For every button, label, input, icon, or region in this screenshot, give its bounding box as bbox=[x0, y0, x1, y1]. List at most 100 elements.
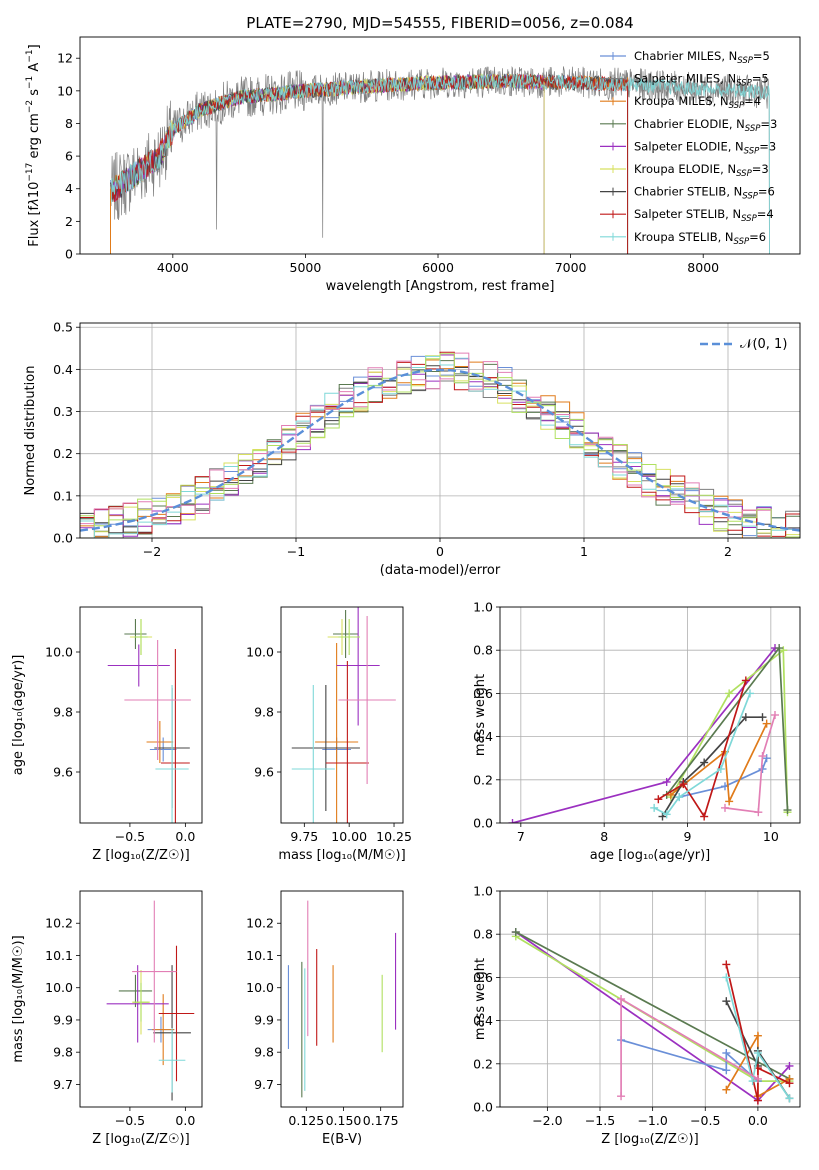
axes-weight_Z: −2.0 −1.5 −1.0 −0.5 0.0 0.0 0.2 0.4 0.6 0.8 1.0 Z [… bbox=[473, 884, 801, 1147]
y-tick-label: 9.7 bbox=[254, 1077, 274, 1092]
normal-curve bbox=[80, 368, 800, 532]
legend-sub: SSP bbox=[742, 192, 758, 202]
y-tick-label: 9.6 bbox=[53, 765, 73, 780]
y-tick-label: 9.9 bbox=[53, 1012, 73, 1027]
y-tick-label: 10.0 bbox=[45, 980, 73, 995]
y-tick-label: 10.0 bbox=[246, 980, 274, 995]
axes-weight_age: 7 8 9 10 0.0 0.2 0.4 0.6 0.8 1.0 age [log₁₀(age/yr… bbox=[473, 600, 801, 863]
y-tick-label: 10.0 bbox=[246, 645, 274, 660]
axes-frame bbox=[280, 890, 404, 1108]
residual-histogram bbox=[80, 353, 800, 538]
y-tick-label: 0.2 bbox=[473, 1056, 493, 1071]
legend-suffix: =5 bbox=[753, 49, 770, 63]
legend-entry: Kroupa ELODIE, NSSP=3 bbox=[634, 162, 769, 179]
legend-entry: Chabrier STELIB, NSSP=6 bbox=[634, 185, 775, 202]
y-tick-label: 9.6 bbox=[254, 765, 274, 780]
y-tick-label: 9.8 bbox=[254, 705, 274, 720]
y-tick-label: 0.3 bbox=[53, 404, 73, 419]
x-tick-label: 4000 bbox=[157, 260, 189, 275]
y-tick-label: 0.0 bbox=[473, 1100, 493, 1115]
x-tick-label: −1.5 bbox=[585, 1113, 615, 1128]
axes-mass_Z: −0.5 0.0 9.7 9.8 9.9 10.0 10.1 10.2 Z [log₁₀(Z/Z… bbox=[11, 890, 203, 1147]
weight-series-line bbox=[679, 757, 768, 798]
legend-suffix: =3 bbox=[752, 162, 769, 176]
x-tick-label: 7000 bbox=[555, 260, 587, 275]
y-tick-label: 9.9 bbox=[254, 1012, 274, 1027]
x-tick-label: 10.00 bbox=[331, 829, 367, 844]
y-tick-label: 0.0 bbox=[473, 816, 493, 831]
x-axis-label: Z [log₁₀(Z/Z☉)] bbox=[92, 1132, 189, 1147]
y-tick-label: 12 bbox=[57, 51, 73, 66]
plot-area-residuals bbox=[80, 323, 800, 538]
x-tick-label: 8000 bbox=[687, 260, 719, 275]
y-tick-label: 9.8 bbox=[53, 705, 73, 720]
plot-area-weight_age bbox=[500, 607, 800, 823]
plot-area-weight_Z bbox=[500, 891, 800, 1107]
legend-suffix: =4 bbox=[757, 207, 774, 221]
axes-age_mass: 9.75 10.00 10.25 9.6 9.8 10.0 mass [log₁₀(M/M☉… bbox=[246, 606, 412, 863]
axes-spectrum: 4000 5000 6000 7000 8000 0 2 4 6 8 10 12 wavelength … bbox=[25, 36, 801, 294]
x-tick-label: 8 bbox=[600, 829, 608, 844]
y-tick-label: 8 bbox=[65, 116, 73, 131]
legend-suffix: =3 bbox=[759, 139, 776, 153]
y-axis-label: Normed distribution bbox=[23, 366, 38, 496]
y-axis-label: Flux [fλ10−17 erg cm−2 s−1 A−1] bbox=[25, 44, 42, 246]
x-tick-label: 10.25 bbox=[376, 829, 412, 844]
y-tick-label: 0.2 bbox=[53, 446, 73, 461]
plot-area-mass_ebv bbox=[287, 900, 397, 1098]
spectrum-legend: Chabrier MILES, N SSP =5 Salpeter MILES, N S… bbox=[600, 49, 777, 247]
legend-sub: SSP bbox=[741, 214, 757, 224]
x-tick-label: −1 bbox=[287, 544, 305, 559]
axes-mass_ebv: 0.125 0.150 0.175 9.7 9.8 9.9 10.0 10.1 10.2 E(B-… bbox=[246, 890, 404, 1147]
legend-entry: 𝒩(0, 1) bbox=[740, 337, 787, 352]
x-axis-label: age [log₁₀(age/yr)] bbox=[590, 848, 711, 863]
y-tick-label: 0.8 bbox=[473, 927, 493, 942]
legend-suffix: =6 bbox=[758, 185, 775, 199]
y-tick-label: 0.2 bbox=[473, 772, 493, 787]
x-tick-label: 9 bbox=[684, 829, 692, 844]
weight-series-line bbox=[670, 648, 789, 813]
model-spectrum-line bbox=[110, 73, 629, 254]
legend-label: Salpeter ELODIE, N bbox=[634, 139, 744, 153]
residual-histogram bbox=[80, 352, 800, 538]
x-tick-label: 5000 bbox=[290, 260, 322, 275]
plot-area-age_mass bbox=[291, 607, 396, 823]
y-tick-label: 10.1 bbox=[246, 948, 274, 963]
x-tick-label: 0.0 bbox=[748, 1113, 768, 1128]
legend-entry: Kroupa STELIB, NSSP=6 bbox=[634, 230, 766, 247]
x-tick-label: 10 bbox=[763, 829, 779, 844]
model-spectrum-line bbox=[110, 73, 629, 254]
y-tick-label: 1.0 bbox=[473, 600, 493, 615]
y-tick-label: 0.8 bbox=[473, 643, 493, 658]
legend-entry: Chabrier ELODIE, NSSP=3 bbox=[634, 117, 777, 134]
x-tick-label: 9.75 bbox=[290, 829, 318, 844]
axes-age_Z: −0.5 0.0 9.6 9.8 10.0 Z [log₁₀(Z/Z☉)] age [log… bbox=[11, 606, 203, 863]
weight-series-line bbox=[670, 723, 768, 805]
y-tick-label: 6 bbox=[65, 149, 73, 164]
y-axis-label: mass [log₁₀(M/M☉)] bbox=[11, 935, 26, 1062]
legend-label: Salpeter MILES, N bbox=[634, 72, 736, 86]
legend-sub: SSP bbox=[734, 237, 750, 247]
y-tick-label: 0.5 bbox=[53, 320, 73, 335]
x-tick-label: 0.175 bbox=[363, 1113, 399, 1128]
x-tick-label: −2 bbox=[143, 544, 161, 559]
y-tick-label: 0.1 bbox=[53, 488, 73, 503]
y-tick-label: 10.2 bbox=[246, 916, 274, 931]
legend-sub: SSP bbox=[736, 169, 752, 179]
legend-label: Chabrier ELODIE, N bbox=[634, 117, 745, 131]
legend-label: Salpeter STELIB, N bbox=[634, 207, 741, 221]
y-tick-label: 0.4 bbox=[53, 362, 73, 377]
plot-area-spectrum bbox=[109, 66, 770, 254]
legend-suffix: =6 bbox=[749, 230, 766, 244]
y-axis-label: age [log₁₀(age/yr)] bbox=[11, 655, 26, 776]
x-tick-label: −1.0 bbox=[637, 1113, 667, 1128]
x-axis-label: wavelength [Angstrom, rest frame] bbox=[326, 279, 555, 294]
residual-histogram bbox=[80, 355, 800, 538]
axes-frame bbox=[79, 890, 203, 1108]
axes-frame bbox=[499, 890, 801, 1108]
y-tick-label: 10.2 bbox=[45, 916, 73, 931]
legend-label: Chabrier MILES, N bbox=[634, 49, 737, 63]
y-tick-label: 1.0 bbox=[473, 884, 493, 899]
x-tick-label: −2.0 bbox=[532, 1113, 562, 1128]
legend-entry: Kroupa MILES, NSSP=4 bbox=[634, 94, 761, 111]
